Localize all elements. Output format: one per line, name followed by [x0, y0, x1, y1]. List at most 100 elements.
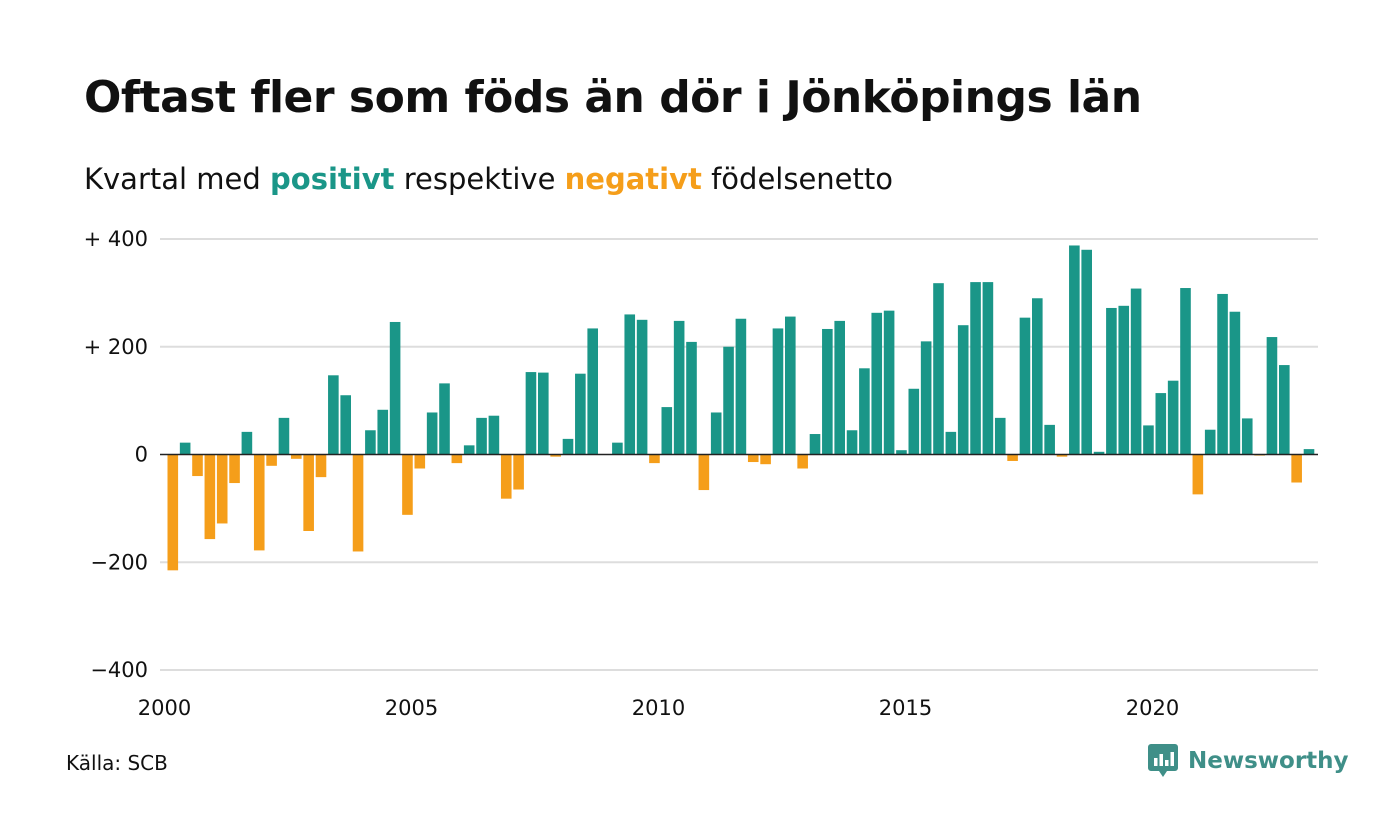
bar-2020-k2: [1167, 380, 1179, 455]
bar-2003-k4: [352, 454, 364, 552]
bar-2005-k3: [439, 383, 450, 455]
y-tick-label: + 400: [84, 227, 148, 251]
bar-2012-k3: [785, 316, 796, 455]
bar-2015-k3: [933, 283, 944, 455]
bar-2020-k1: [1155, 393, 1167, 455]
bar-2022-k4: [1291, 454, 1302, 483]
brand-logo[interactable]: Newsworthy: [1148, 744, 1349, 778]
y-tick-label: 0: [135, 443, 148, 467]
x-tick-label: 2020: [1126, 696, 1179, 720]
bar-2013-k2: [822, 328, 833, 455]
bar-2010-k4: [698, 454, 710, 491]
y-tick-label: −400: [90, 658, 148, 682]
bar-2004-k4: [402, 454, 413, 515]
bar-2008-k2: [575, 373, 586, 455]
bar-layer: [167, 245, 1315, 571]
bar-2014-k1: [859, 368, 870, 455]
bar-2001-k1: [216, 454, 228, 524]
bar-2000-k3: [192, 454, 203, 477]
bar-2005-k2: [426, 412, 438, 455]
bar-2009-k3: [636, 319, 648, 455]
bar-2020-k4: [1192, 454, 1204, 495]
bar-2006-k1: [463, 445, 475, 455]
bar-2014-k4: [896, 450, 907, 455]
bar-2010-k2: [673, 320, 685, 455]
bar-2007-k4: [550, 454, 561, 457]
bar-2000-k1: [167, 454, 179, 571]
bar-2005-k1: [414, 454, 426, 469]
bar-2018-k2: [1069, 245, 1080, 455]
brand-name: Newsworthy: [1188, 748, 1349, 774]
bar-2006-k4: [500, 454, 512, 499]
bar-2011-k2: [723, 346, 734, 455]
bar-2023-k1: [1303, 449, 1315, 455]
subtitle-positive-word: positivt: [270, 162, 395, 196]
bar-2021-k2: [1217, 293, 1228, 455]
bar-2012-k4: [797, 454, 808, 469]
bar-2020-k3: [1180, 288, 1191, 455]
bar-2007-k2: [525, 372, 537, 455]
bar-2003-k3: [340, 395, 351, 455]
bar-2000-k4: [204, 454, 216, 540]
bar-2007-k1: [513, 454, 524, 490]
chart-subtitle: Kvartal med positivt respektive negativt…: [84, 162, 893, 196]
bar-2002-k1: [266, 454, 277, 466]
bar-2006-k3: [488, 415, 500, 455]
bar-2011-k1: [710, 412, 722, 455]
bar-2018-k3: [1081, 249, 1092, 455]
bar-2004-k3: [389, 321, 401, 455]
x-tick-label: 2005: [385, 696, 438, 720]
bar-2014-k3: [883, 310, 895, 455]
subtitle-prefix: Kvartal med: [84, 162, 271, 196]
bar-2021-k1: [1204, 429, 1216, 455]
bar-2009-k1: [612, 442, 623, 455]
subtitle-negative-word: negativt: [564, 162, 702, 196]
bar-2017-k3: [1032, 298, 1043, 455]
bar-2008-k1: [562, 438, 574, 455]
chart-title: Oftast fler som föds än dör i Jönköpings…: [84, 72, 1142, 123]
bar-2004-k2: [377, 409, 389, 455]
bar-2013-k4: [846, 430, 858, 455]
bar-2009-k4: [649, 454, 660, 464]
bar-2010-k3: [686, 341, 697, 455]
bar-2009-k2: [624, 314, 636, 455]
bar-2004-k1: [365, 430, 376, 455]
bar-2005-k4: [451, 454, 463, 464]
bar-2006-k2: [476, 417, 487, 455]
bar-2019-k4: [1143, 425, 1154, 455]
bar-2016-k4: [994, 417, 1006, 455]
x-tick-label: 2000: [138, 696, 191, 720]
y-tick-label: −200: [90, 550, 148, 574]
bar-2001-k3: [241, 431, 253, 455]
bar-2015-k1: [908, 388, 920, 455]
bar-2015-k4: [945, 431, 957, 455]
bar-2014-k2: [871, 312, 883, 455]
bar-2011-k3: [735, 318, 747, 455]
bar-2001-k4: [253, 454, 265, 551]
bar-2017-k4: [1044, 424, 1055, 455]
bar-2013-k3: [834, 320, 845, 455]
bar-2022-k2: [1266, 337, 1278, 455]
bar-2007-k3: [538, 372, 549, 455]
bar-2002-k4: [303, 454, 314, 531]
bar-2019-k1: [1106, 307, 1117, 455]
bar-2003-k2: [328, 375, 339, 455]
bar-2000-k2: [179, 442, 191, 455]
bar-2003-k1: [315, 454, 327, 478]
bar-2011-k4: [747, 454, 759, 463]
bar-2015-k2: [920, 341, 932, 455]
subtitle-middle: respektive: [394, 162, 565, 196]
bar-2021-k4: [1241, 418, 1253, 455]
bar-2019-k2: [1118, 305, 1130, 455]
bar-2021-k3: [1229, 311, 1241, 455]
bar-2022-k3: [1279, 365, 1290, 455]
bar-2016-k3: [982, 282, 994, 455]
bar-2017-k1: [1007, 454, 1018, 461]
bar-2016-k2: [970, 282, 981, 455]
bar-2013-k1: [809, 434, 821, 455]
subtitle-suffix: födelsenetto: [701, 162, 893, 196]
bar-2018-k1: [1056, 454, 1068, 457]
bar-2010-k1: [661, 407, 673, 455]
bar-2002-k3: [291, 454, 302, 459]
